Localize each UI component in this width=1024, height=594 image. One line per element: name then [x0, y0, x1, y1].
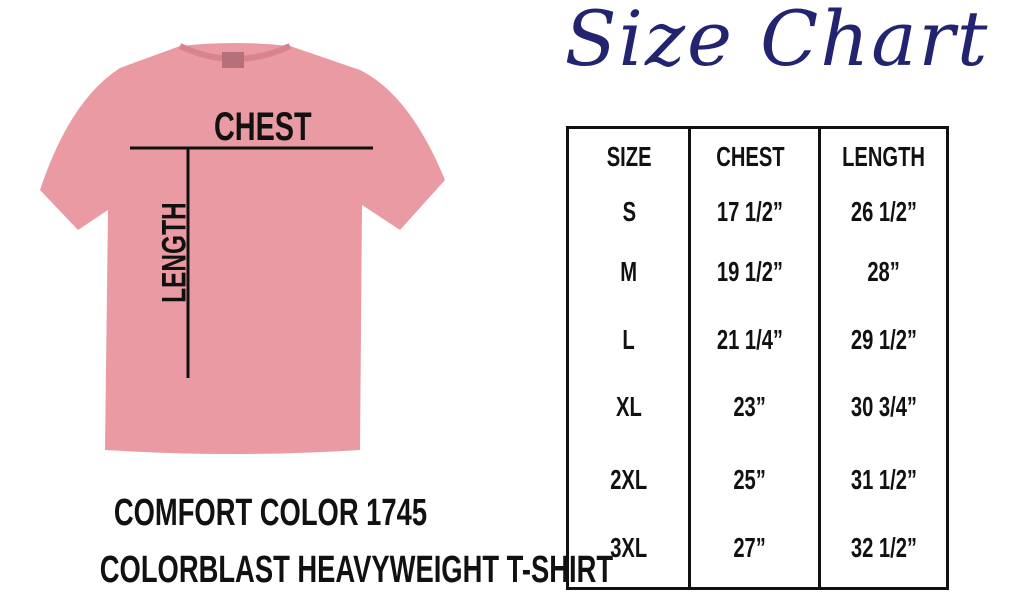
- table-cell-text: 3XL: [610, 532, 648, 563]
- table-cell-text: 25”: [733, 464, 767, 495]
- table-cell: 3XL: [569, 532, 689, 564]
- chest-label: CHEST: [213, 105, 312, 149]
- table-cell: M: [569, 256, 689, 288]
- table-cell-text: 28”: [867, 256, 900, 287]
- table-cell-text: 31 1/2”: [850, 464, 917, 495]
- column-header-text: SIZE: [606, 141, 652, 172]
- table-cell-text: XL: [616, 391, 642, 422]
- table-cell: S: [569, 196, 689, 228]
- column-header-text: LENGTH: [842, 141, 925, 172]
- table-cell: 17 1/2”: [690, 196, 810, 228]
- table-cell: 23”: [690, 391, 810, 423]
- table-cell: 2XL: [569, 464, 689, 496]
- table-cell: XL: [569, 391, 689, 423]
- table-cell-text: 30 3/4”: [850, 391, 917, 422]
- table-cell: 31 1/2”: [821, 464, 946, 496]
- table-cell: 30 3/4”: [821, 391, 946, 423]
- table-cell-text: 29 1/2”: [850, 324, 917, 355]
- table-cell: L: [569, 324, 689, 356]
- table-cell-text: M: [620, 256, 638, 287]
- size-table: SIZE CHEST LENGTH S 17 1/2” 26 1/2” M 19 1/2” 28…: [566, 126, 949, 590]
- table-cell: 19 1/2”: [690, 256, 810, 288]
- table-cell-text: L: [622, 324, 636, 355]
- page-title: Size Chart: [564, 0, 990, 83]
- table-cell: 27”: [690, 532, 810, 564]
- column-header: SIZE: [569, 141, 689, 173]
- table-cell-text: 21 1/4”: [716, 324, 784, 355]
- tshirt-image: [40, 43, 445, 454]
- table-cell-text: 27”: [733, 532, 767, 563]
- table-cell: 26 1/2”: [821, 196, 946, 228]
- table-cell-text: 17 1/2”: [716, 196, 784, 227]
- product-name: COMFORT COLOR 1745: [113, 492, 427, 534]
- table-cell: 25”: [690, 464, 810, 496]
- column-divider: [818, 129, 821, 587]
- column-header: LENGTH: [821, 141, 946, 173]
- table-cell-text: S: [622, 196, 636, 227]
- product-description: COLORBLAST HEAVYWEIGHT T-SHIRT: [99, 549, 614, 591]
- table-cell-text: 23”: [733, 391, 767, 422]
- column-header-text: CHEST: [715, 141, 785, 172]
- table-cell-text: 32 1/2”: [850, 532, 917, 563]
- column-divider: [688, 129, 691, 587]
- column-header: CHEST: [690, 141, 810, 173]
- tshirt-body: [40, 43, 445, 454]
- table-cell-text: 26 1/2”: [850, 196, 917, 227]
- table-cell: 32 1/2”: [821, 532, 946, 564]
- table-cell: 21 1/4”: [690, 324, 810, 356]
- table-cell-text: 2XL: [610, 464, 648, 495]
- table-cell: 29 1/2”: [821, 324, 946, 356]
- length-label: LENGTH: [155, 202, 194, 303]
- table-cell-text: 19 1/2”: [716, 256, 784, 287]
- table-cell: 28”: [821, 256, 946, 288]
